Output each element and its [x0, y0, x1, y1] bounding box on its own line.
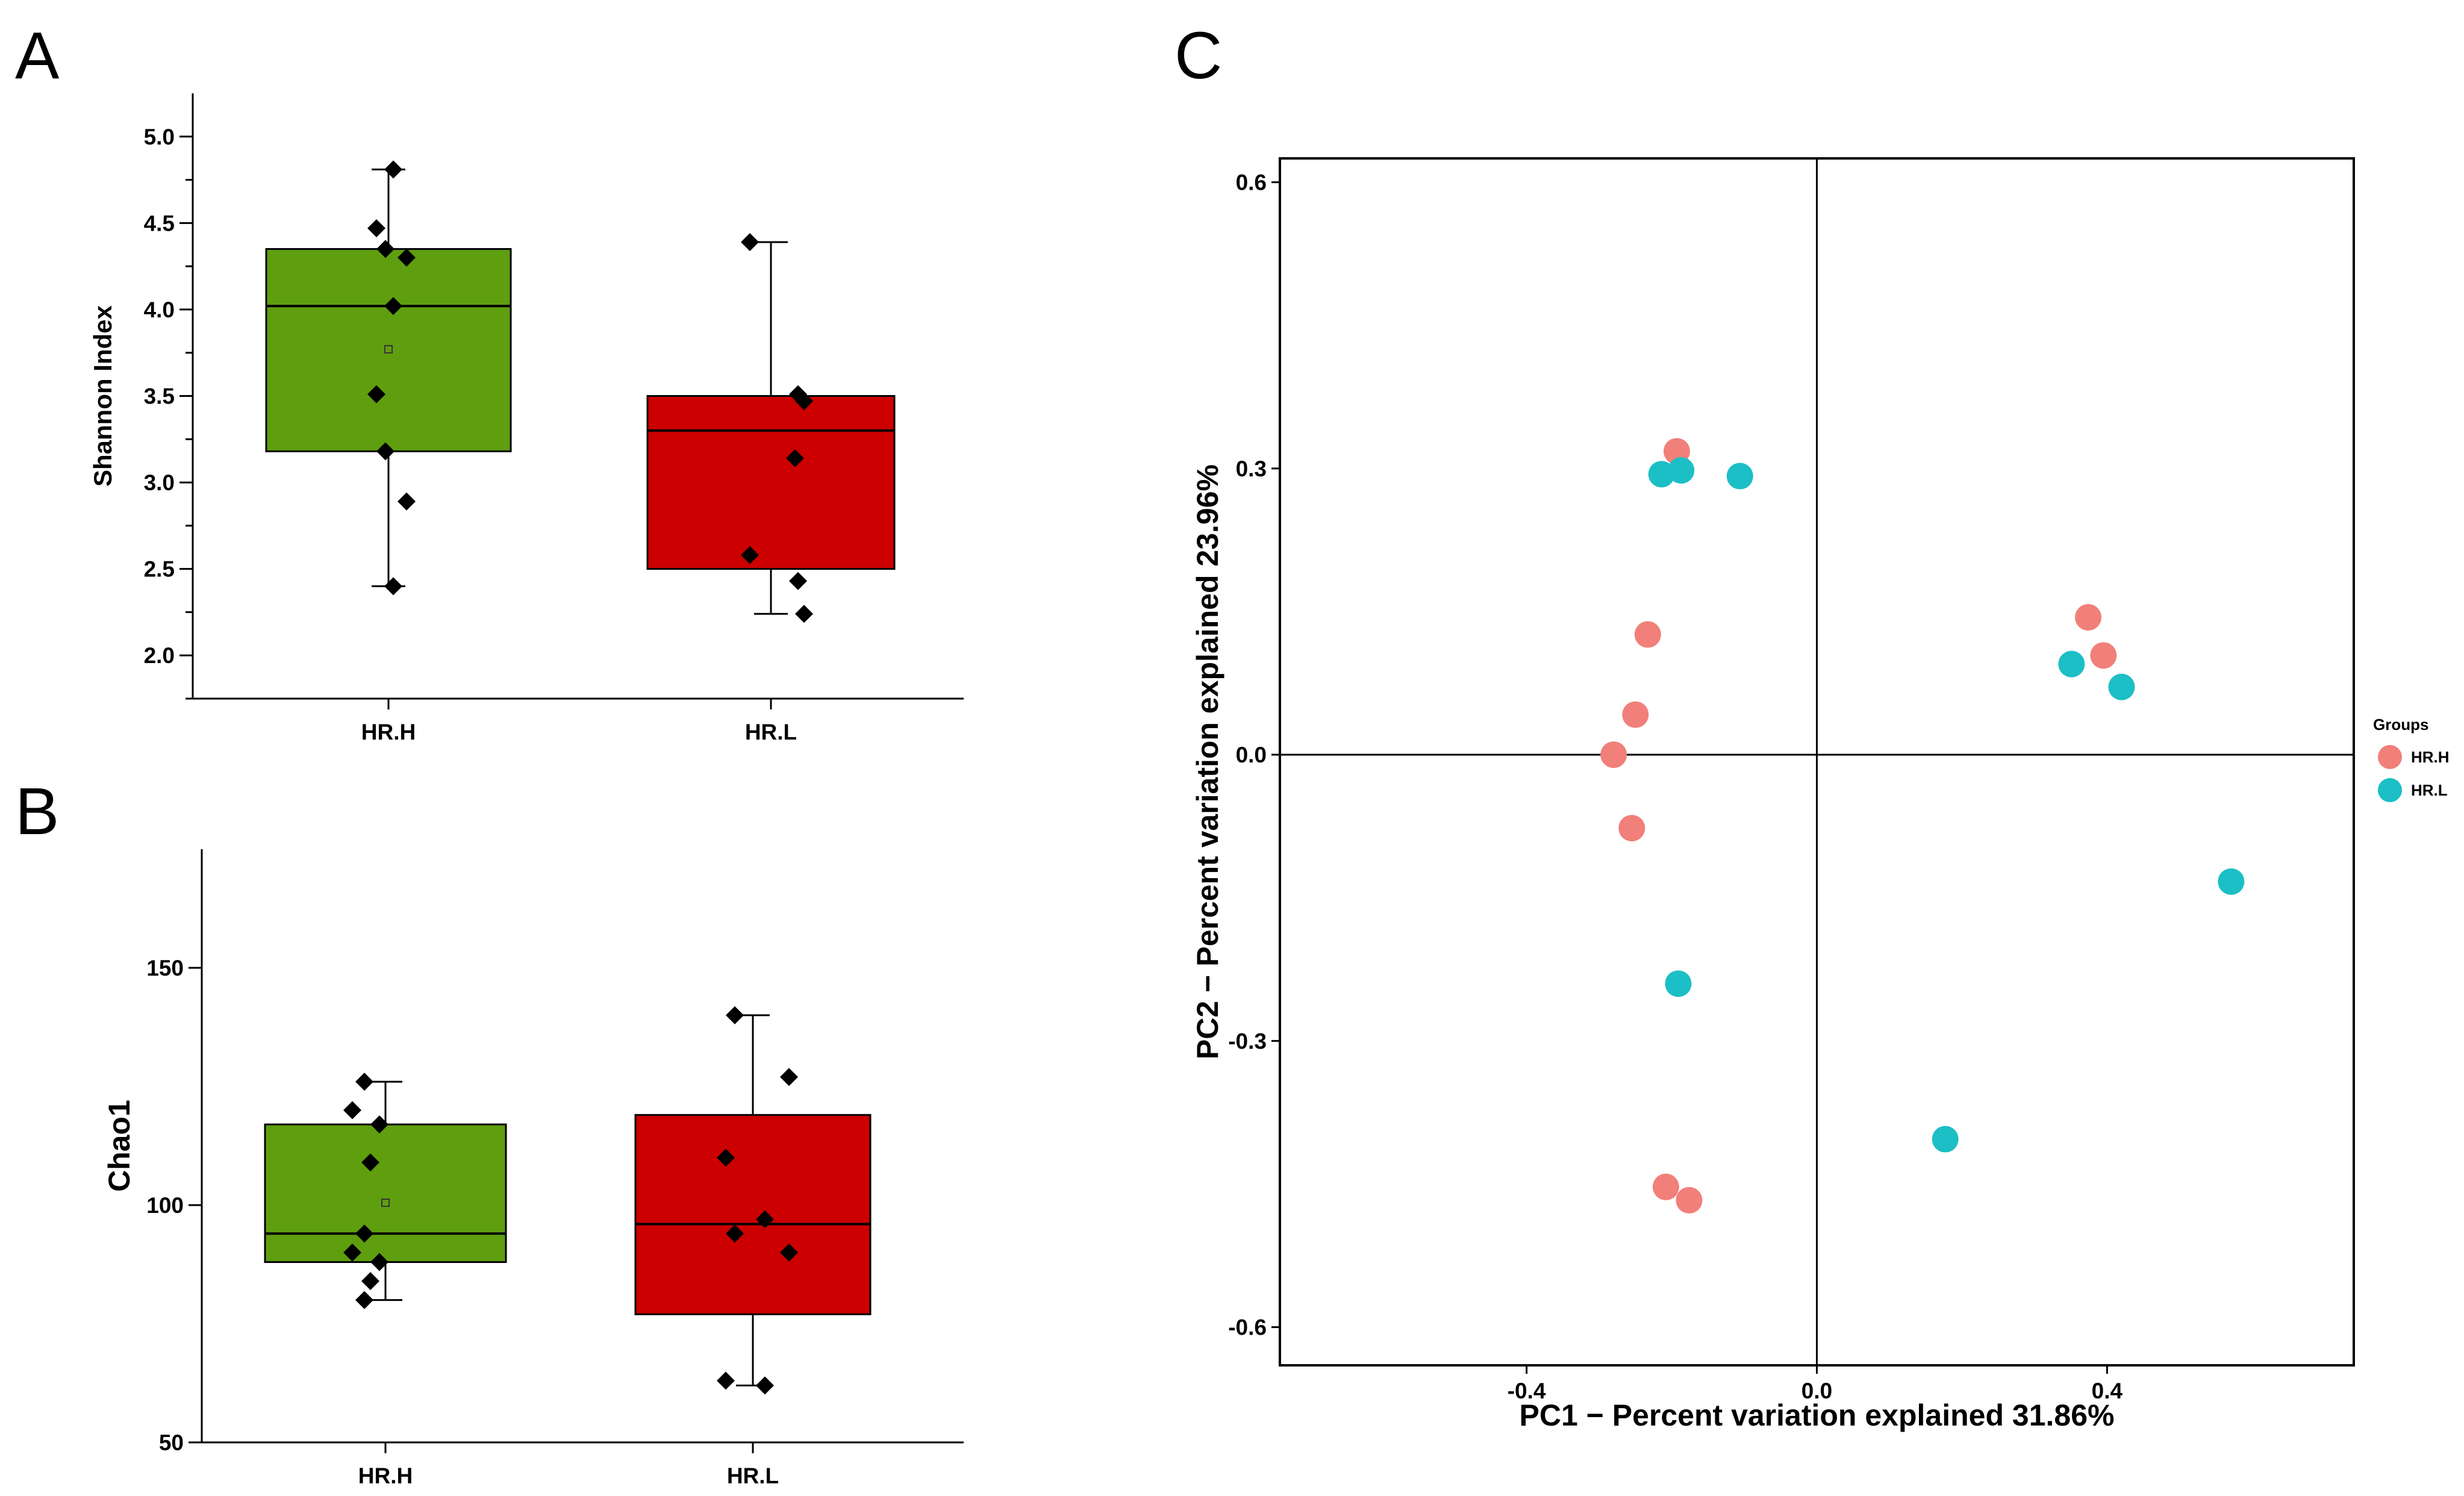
- y-tick-label: 4.5: [144, 211, 175, 235]
- legend-title: Groups: [2373, 715, 2428, 734]
- data-point: [361, 1272, 379, 1291]
- x-tick-label: HR.H: [361, 720, 416, 744]
- data-point: [786, 449, 804, 467]
- panel-b: B 50 100 150 Chao1 HR.H HR.L: [15, 774, 964, 1488]
- data-point-hr-h: [1622, 701, 1649, 728]
- legend-label: HR.L: [2411, 781, 2448, 799]
- y-tick-label: 2.0: [144, 643, 175, 668]
- data-point: [741, 232, 759, 251]
- panel-a: A 2.0 2.5 3.0 3.5 4.0 4.5 5.0 Shannon Index HR.H…: [15, 19, 964, 744]
- data-point: [756, 1376, 774, 1395]
- box-hr-l: [646, 395, 896, 570]
- y-tick-label: 150: [146, 956, 184, 980]
- x-tick-label: 0.0: [1801, 1379, 1832, 1403]
- data-point-hr-h: [1676, 1186, 1703, 1214]
- x-tick-label: 0.4: [2092, 1379, 2123, 1403]
- y-axis-title: PC2 − Percent variation explained 23.96%: [1191, 464, 1224, 1059]
- data-point-hr-h: [2090, 642, 2117, 669]
- y-tick-label: 2.5: [144, 557, 175, 582]
- data-point: [367, 385, 385, 404]
- y-axis-title: Shannon Index: [89, 305, 117, 487]
- data-point: [355, 1291, 373, 1309]
- data-point-hr-l: [1648, 461, 1675, 488]
- data-point: [398, 248, 416, 267]
- data-point-hr-h: [2075, 603, 2102, 631]
- data-point-hr-l: [2108, 673, 2135, 700]
- data-point: [370, 1115, 388, 1134]
- y-tick-label: 4.0: [144, 298, 175, 322]
- box-hr-h: [264, 1123, 507, 1264]
- box-hr-l: [634, 1114, 872, 1315]
- data-point: [343, 1101, 361, 1120]
- data-point: [376, 240, 395, 258]
- data-point: [795, 605, 813, 623]
- data-point: [726, 1006, 744, 1024]
- legend-marker-hr-h: [2378, 745, 2402, 769]
- data-point: [343, 1243, 361, 1262]
- data-point: [370, 1253, 388, 1271]
- data-point: [384, 577, 402, 596]
- data-point-hr-l: [2218, 868, 2245, 895]
- y-tick-label: 3.5: [144, 384, 175, 409]
- data-point: [376, 442, 395, 461]
- data-point: [361, 1153, 379, 1172]
- data-point-hr-l: [1726, 463, 1753, 490]
- y-tick-label: 3.0: [144, 470, 175, 495]
- data-point: [355, 1073, 373, 1091]
- y-axis-title: Chao1: [102, 1100, 136, 1192]
- x-tick-label: HR.H: [358, 1463, 413, 1488]
- data-point: [795, 392, 813, 411]
- data-point-hr-h: [1618, 815, 1645, 842]
- data-point-hr-l: [2058, 650, 2085, 678]
- y-tick-label: 0.3: [1236, 457, 1267, 481]
- data-point: [717, 1148, 735, 1167]
- legend-marker-hr-l: [2378, 778, 2402, 802]
- panel-a-letter: A: [15, 19, 60, 93]
- data-point: [741, 546, 759, 564]
- data-point: [384, 297, 402, 316]
- data-point: [789, 572, 807, 590]
- data-point: [717, 1371, 735, 1390]
- data-point: [726, 1224, 744, 1243]
- data-point: [398, 492, 416, 511]
- mean-marker: [381, 1198, 390, 1208]
- legend-label: HR.H: [2411, 748, 2450, 766]
- y-tick-label: 5.0: [144, 125, 175, 149]
- box-hr-h: [265, 248, 512, 452]
- y-tick-label: 0.0: [1236, 743, 1267, 767]
- data-point: [780, 1243, 798, 1262]
- x-axis-title: PC1 − Percent variation explained 31.86%: [1520, 1398, 2115, 1432]
- x-tick-label: HR.L: [745, 720, 797, 744]
- y-tick-label: -0.6: [1228, 1315, 1267, 1340]
- data-point-hr-h: [1652, 1173, 1679, 1200]
- x-tick-label: HR.L: [727, 1463, 779, 1488]
- data-point-hr-l: [1932, 1126, 1959, 1153]
- data-point: [384, 160, 402, 179]
- y-tick-label: 0.6: [1236, 170, 1267, 195]
- data-point: [780, 1068, 798, 1086]
- data-point: [756, 1210, 774, 1229]
- panel-b-letter: B: [15, 774, 59, 849]
- data-point-hr-l: [1668, 457, 1695, 484]
- data-point-hr-h: [1634, 621, 1661, 648]
- data-point-hr-h: [1600, 741, 1627, 768]
- x-tick-label: -0.4: [1508, 1379, 1546, 1403]
- panel-c-letter: C: [1174, 19, 1222, 93]
- y-tick-label: -0.3: [1228, 1029, 1267, 1053]
- mean-marker: [384, 344, 393, 354]
- y-tick-label: 100: [146, 1193, 184, 1218]
- data-point: [355, 1224, 373, 1243]
- data-point: [367, 219, 385, 237]
- y-tick-label: 50: [159, 1430, 184, 1455]
- data-point-hr-l: [1665, 970, 1692, 997]
